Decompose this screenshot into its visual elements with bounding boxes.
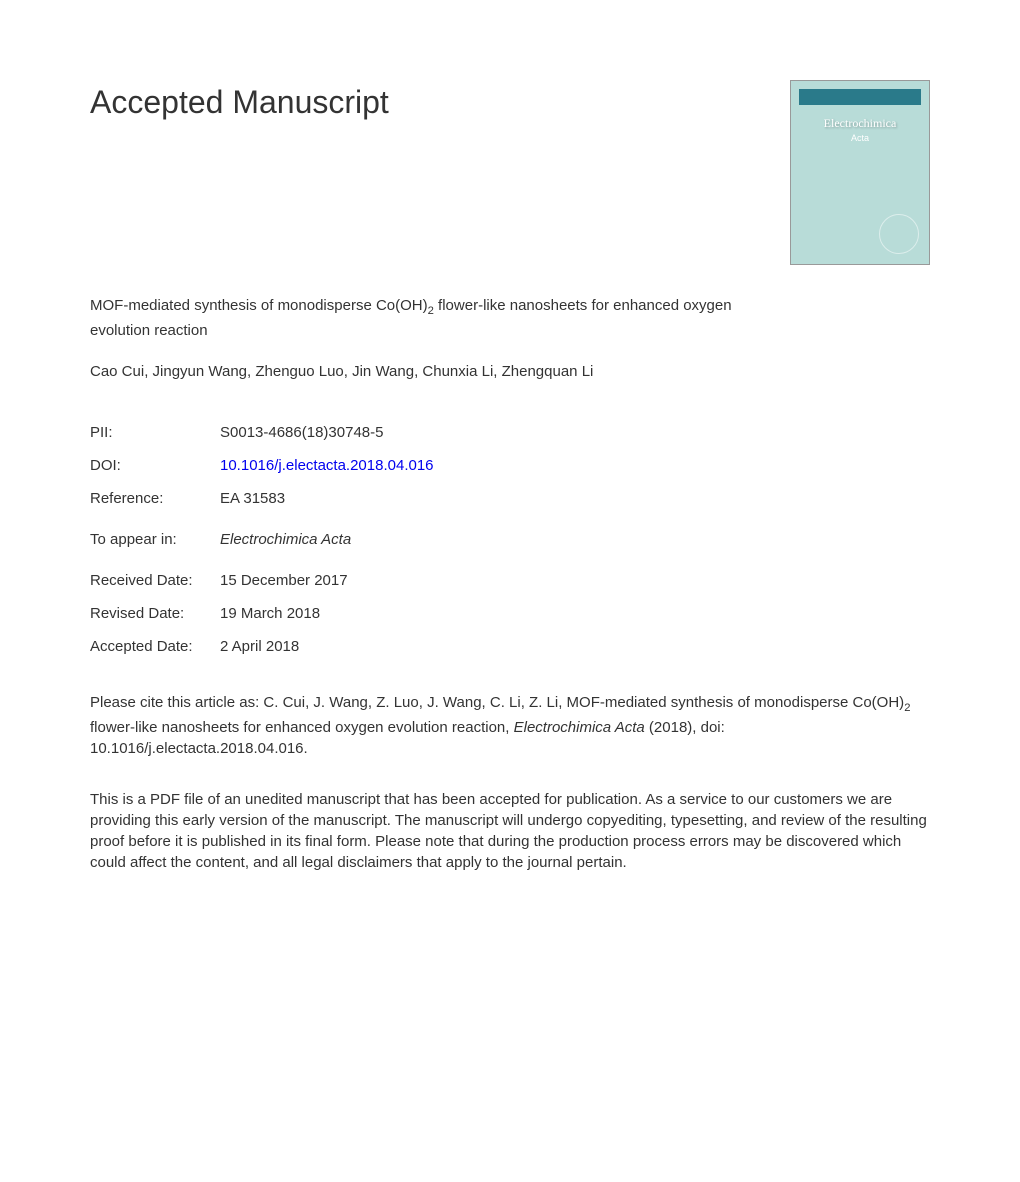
metadata-row-doi: DOI: 10.1016/j.electacta.2018.04.016 <box>90 455 930 476</box>
page-title: Accepted Manuscript <box>90 80 389 125</box>
metadata-row-received: Received Date: 15 December 2017 <box>90 570 930 591</box>
cover-journal-subtitle: Acta <box>799 132 921 145</box>
accepted-label: Accepted Date: <box>90 636 220 657</box>
metadata-row-pii: PII: S0013-4686(18)30748-5 <box>90 422 930 443</box>
metadata-row-accepted: Accepted Date: 2 April 2018 <box>90 636 930 657</box>
citation-journal: Electrochimica Acta <box>514 719 645 736</box>
doi-label: DOI: <box>90 455 220 476</box>
citation-part2: flower-like nanosheets for enhanced oxyg… <box>90 719 514 736</box>
pii-value: S0013-4686(18)30748-5 <box>220 422 383 443</box>
cover-journal-name: Electrochimica <box>799 115 921 132</box>
citation-text: Please cite this article as: C. Cui, J. … <box>90 692 930 759</box>
doi-link[interactable]: 10.1016/j.electacta.2018.04.016 <box>220 455 434 476</box>
reference-value: EA 31583 <box>220 488 285 509</box>
appear-value: Electrochimica Acta <box>220 529 351 550</box>
metadata-row-revised: Revised Date: 19 March 2018 <box>90 603 930 624</box>
article-title: MOF-mediated synthesis of monodisperse C… <box>90 295 740 341</box>
journal-cover-thumbnail: Electrochimica Acta <box>790 80 930 265</box>
metadata-row-appear: To appear in: Electrochimica Acta <box>90 529 930 550</box>
accepted-value: 2 April 2018 <box>220 636 299 657</box>
citation-part1: Please cite this article as: C. Cui, J. … <box>90 694 904 711</box>
revised-label: Revised Date: <box>90 603 220 624</box>
cover-globe-icon <box>879 214 919 254</box>
citation-subscript: 2 <box>904 702 910 714</box>
cover-footer-text <box>801 242 802 249</box>
received-label: Received Date: <box>90 570 220 591</box>
cover-header-bar <box>799 89 921 105</box>
received-value: 15 December 2017 <box>220 570 348 591</box>
pii-label: PII: <box>90 422 220 443</box>
disclaimer-text: This is a PDF file of an unedited manusc… <box>90 789 930 873</box>
authors-list: Cao Cui, Jingyun Wang, Zhenguo Luo, Jin … <box>90 361 930 382</box>
reference-label: Reference: <box>90 488 220 509</box>
revised-value: 19 March 2018 <box>220 603 320 624</box>
header-row: Accepted Manuscript Electrochimica Acta <box>90 80 930 265</box>
metadata-table: PII: S0013-4686(18)30748-5 DOI: 10.1016/… <box>90 422 930 657</box>
article-title-part1: MOF-mediated synthesis of monodisperse C… <box>90 297 428 314</box>
metadata-row-reference: Reference: EA 31583 <box>90 488 930 509</box>
appear-label: To appear in: <box>90 529 220 550</box>
